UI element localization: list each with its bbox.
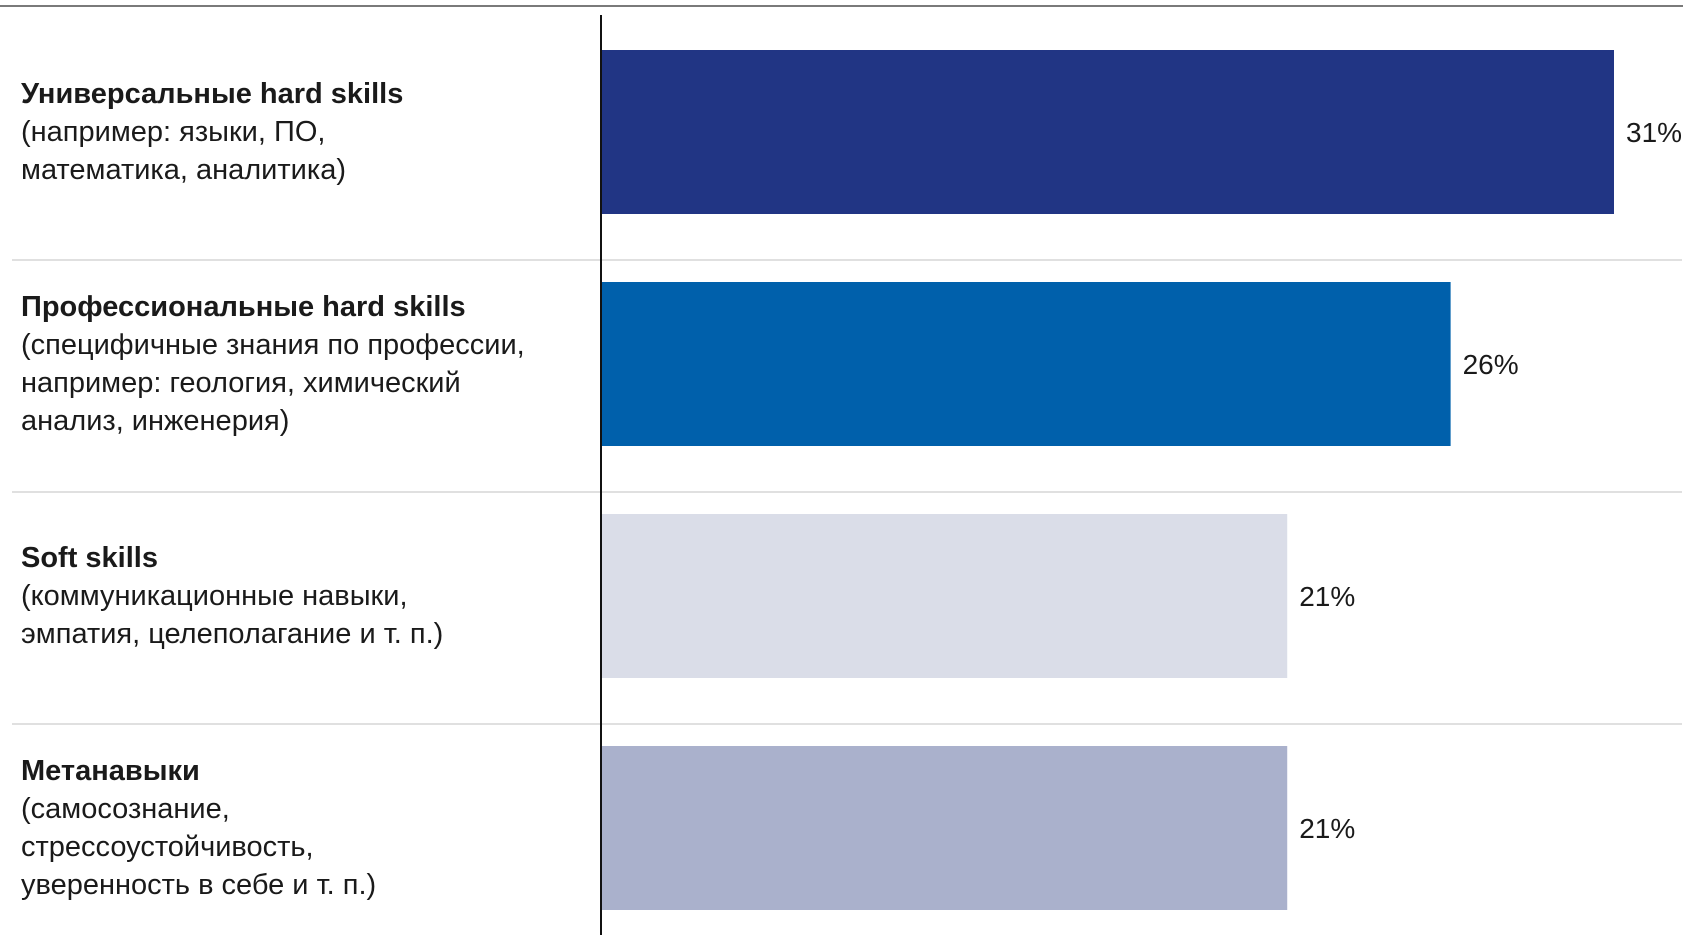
category-description: эмпатия, целеполагание и т. п.)	[21, 618, 443, 650]
category-description: (например: языки, ПО,	[21, 116, 325, 148]
category-title: Универсальные hard skills	[21, 78, 403, 110]
category-description: анализ, инженерия)	[21, 405, 289, 437]
category-description: математика, аналитика)	[21, 154, 346, 186]
bar	[601, 282, 1451, 446]
bars	[601, 50, 1614, 910]
category-description: стрессоустойчивость,	[21, 831, 314, 863]
value-label: 26%	[1463, 349, 1519, 380]
value-label: 31%	[1626, 117, 1682, 148]
bar	[601, 746, 1288, 910]
value-label: 21%	[1299, 581, 1355, 612]
category-description: (специфичные знания по профессии,	[21, 329, 525, 361]
value-labels: 31% 26% 21% 21%	[1299, 117, 1682, 844]
category-description: (коммуникационные навыки,	[21, 580, 408, 612]
value-label: 21%	[1299, 813, 1355, 844]
bar	[601, 50, 1614, 214]
category-labels: Универсальные hard skills (например: язык…	[21, 78, 525, 901]
category-description: (самосознание,	[21, 793, 230, 825]
bar	[601, 514, 1288, 678]
category-description: уверенность в себе и т. п.)	[21, 869, 376, 901]
category-title: Метанавыки	[21, 755, 200, 787]
category-description: например: геология, химический	[21, 367, 461, 399]
category-title: Soft skills	[21, 542, 158, 574]
category-title: Профессиональные hard skills	[21, 291, 466, 323]
row-separators	[12, 259, 1682, 725]
